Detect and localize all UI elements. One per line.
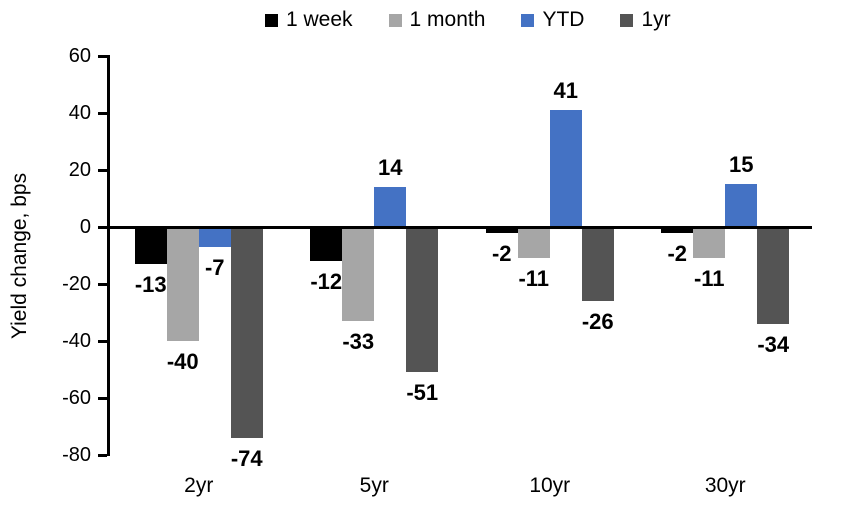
bar-1-week-30yr bbox=[661, 227, 694, 233]
bar-1-month-30yr bbox=[693, 227, 726, 259]
y-axis-tick-label: 60 bbox=[68, 45, 91, 67]
legend-item-1-week: 1 week bbox=[265, 8, 353, 32]
y-axis-tick-label: 20 bbox=[68, 159, 91, 181]
x-axis-label: 2yr bbox=[184, 474, 214, 497]
bar-YTD-30yr bbox=[725, 184, 758, 227]
y-axis-tick-label: 0 bbox=[79, 216, 91, 238]
bar-value-label: -51 bbox=[406, 380, 439, 406]
bar-1-month-5yr bbox=[342, 227, 375, 322]
bar-value-label: -40 bbox=[166, 349, 199, 374]
x-axis-label: 10yr bbox=[529, 474, 571, 497]
bar-value-label: -7 bbox=[204, 254, 225, 280]
bar-1yr-10yr bbox=[581, 227, 614, 302]
zero-baseline bbox=[110, 225, 812, 229]
y-axis-tick-label: -80 bbox=[62, 444, 91, 466]
legend-item-1-month: 1 month bbox=[388, 8, 486, 32]
bar-value-label: -2 bbox=[491, 240, 512, 266]
bar-value-label: 41 bbox=[553, 78, 578, 104]
bar-1-month-2yr bbox=[166, 227, 199, 341]
y-axis-tick bbox=[98, 168, 107, 172]
legend-label: YTD bbox=[542, 8, 585, 31]
bar-YTD-2yr bbox=[198, 227, 231, 247]
y-axis-tick bbox=[98, 111, 107, 115]
bar-value-label: -13 bbox=[134, 272, 167, 298]
legend-swatch-icon bbox=[521, 13, 535, 27]
legend-swatch-icon bbox=[265, 13, 278, 27]
bar-value-label: -11 bbox=[693, 266, 725, 292]
bar-1-week-10yr bbox=[485, 227, 518, 233]
legend-item-1yr: 1yr bbox=[620, 8, 671, 32]
y-axis-tick bbox=[98, 453, 107, 457]
bar-1-week-2yr bbox=[134, 227, 167, 265]
y-axis-tick bbox=[98, 396, 107, 400]
bar-YTD-5yr bbox=[374, 187, 407, 227]
bar-value-label: -74 bbox=[230, 445, 263, 471]
legend-label: 1yr bbox=[641, 8, 671, 31]
legend-label: 1 week bbox=[286, 8, 353, 31]
x-axis-label: 5yr bbox=[359, 474, 389, 497]
bar-value-label: 15 bbox=[729, 152, 754, 178]
y-axis-tick bbox=[98, 282, 107, 286]
legend-label: 1 month bbox=[409, 8, 486, 31]
y-axis-tick-label: -40 bbox=[62, 330, 91, 352]
bar-1yr-2yr bbox=[230, 227, 263, 438]
bar-value-label: -2 bbox=[667, 240, 688, 266]
bar-value-label: 14 bbox=[378, 155, 403, 181]
bar-value-label: -11 bbox=[518, 266, 550, 292]
bar-1yr-30yr bbox=[757, 227, 790, 324]
legend-swatch-icon bbox=[620, 13, 634, 27]
bar-1-week-5yr bbox=[310, 227, 343, 262]
legend-swatch-icon bbox=[388, 13, 402, 27]
y-axis-tick-label: -20 bbox=[62, 273, 91, 295]
y-axis-tick bbox=[98, 339, 107, 343]
chart-legend: 1 week 1 month YTD 1yr bbox=[265, 8, 671, 32]
bar-value-label: -12 bbox=[310, 269, 343, 295]
bar-YTD-10yr bbox=[549, 110, 582, 227]
y-axis-line bbox=[107, 55, 110, 456]
y-axis-tick-label: -60 bbox=[62, 387, 91, 409]
bar-value-label: -33 bbox=[342, 329, 375, 355]
y-axis-tick bbox=[98, 54, 107, 58]
bar-1yr-5yr bbox=[406, 227, 439, 373]
x-axis-label: 30yr bbox=[704, 474, 746, 497]
y-axis-tick-label: 40 bbox=[68, 102, 91, 124]
bar-value-label: -26 bbox=[581, 309, 614, 335]
y-axis-tick bbox=[98, 225, 107, 229]
bar-value-label: -34 bbox=[757, 331, 790, 357]
legend-item-YTD: YTD bbox=[521, 8, 584, 32]
bar-1-month-10yr bbox=[517, 227, 550, 259]
